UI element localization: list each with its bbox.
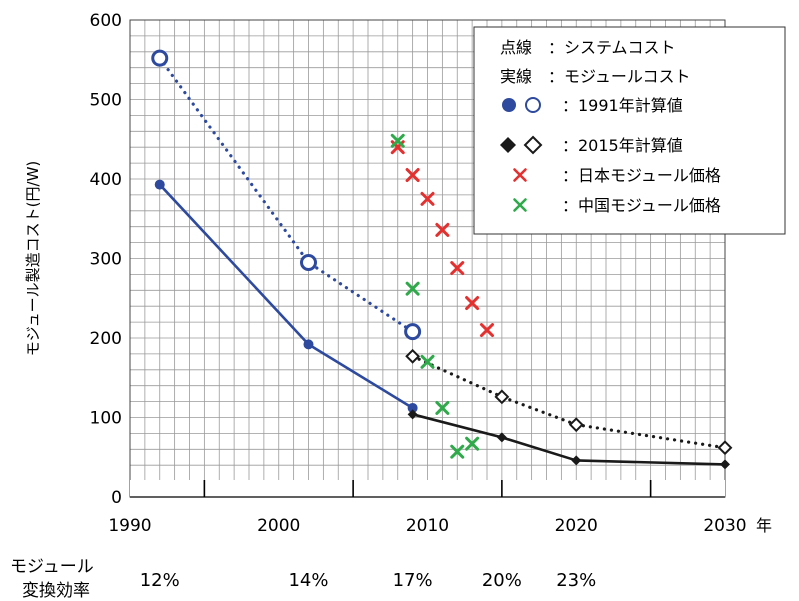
legend-symbol-red-x [513, 168, 527, 182]
series-china-price [390, 133, 480, 459]
data-point-filled-diamond [496, 432, 507, 443]
legend-label: 点線 ：システムコスト [500, 38, 676, 57]
data-point-filled-circle [407, 402, 418, 413]
data-point-x [435, 222, 450, 237]
y-tick-label: 100 [90, 409, 122, 429]
series-line [158, 183, 414, 410]
data-point-filled-circle [154, 179, 165, 190]
x-tick-label: 2030 [703, 516, 746, 536]
data-point-x [480, 323, 494, 338]
legend-symbol-black-diamonds [500, 135, 543, 155]
x-tick-label: 2000 [257, 516, 300, 536]
series-s1991-system [151, 49, 422, 341]
y-tick-label: 500 [90, 91, 122, 111]
efficiency-value: 12% [140, 570, 180, 591]
data-point-x [420, 354, 435, 369]
y-tick-label: 0 [111, 488, 122, 508]
data-point-open-diamond [494, 389, 510, 405]
data-point-x [465, 436, 480, 451]
legend-x-marker [513, 198, 527, 212]
data-point-x [420, 191, 435, 206]
x-tick-label: 2010 [406, 516, 449, 536]
x-tick-label: 2020 [555, 516, 598, 536]
data-point-open-circle [151, 49, 169, 67]
efficiency-label-line1: モジュール [10, 557, 94, 577]
legend-filled-diamond [500, 137, 516, 153]
y-tick-label: 300 [90, 250, 122, 270]
data-point-filled-circle [303, 339, 314, 350]
y-tick-label: 600 [90, 11, 122, 31]
legend-label: ：日本モジュール価格 [562, 166, 721, 185]
efficiency-value: 17% [393, 570, 433, 591]
legend-x-marker [513, 168, 527, 182]
legend-symbol-blue-circles [502, 97, 541, 113]
y-axis-label: モジュール製造コスト(円/W) [24, 161, 42, 357]
data-point-filled-diamond [407, 409, 418, 420]
data-point-open-circle [300, 253, 317, 271]
series-s1991-module [154, 179, 418, 413]
legend-open-circle [525, 97, 541, 113]
data-point-x [450, 444, 465, 459]
data-point-filled-diamond [720, 459, 730, 470]
data-point-x [390, 133, 405, 148]
series-line [411, 354, 727, 450]
efficiency-value: 14% [288, 570, 328, 591]
data-point-x [450, 261, 465, 276]
legend-symbol-green-x [513, 198, 527, 212]
y-tick-label: 400 [90, 170, 122, 190]
legend-label: ：2015年計算値 [562, 136, 683, 155]
legend-label: ：1991年計算値 [562, 96, 683, 115]
legend-label: 実線 ：モジュールコスト [500, 67, 691, 86]
x-axis-label: 年 [756, 516, 772, 535]
data-point-x [465, 296, 480, 311]
legend-filled-circle [502, 98, 516, 112]
efficiency-value: 23% [556, 570, 596, 591]
series-line [411, 413, 727, 466]
data-point-x [405, 168, 420, 183]
series-line [158, 56, 415, 334]
data-point-open-diamond [568, 417, 584, 433]
data-point-filled-diamond [571, 455, 582, 466]
legend-label: ：中国モジュール価格 [562, 196, 721, 215]
data-point-x [405, 281, 420, 296]
efficiency-value: 20% [482, 570, 522, 591]
y-tick-label: 200 [90, 329, 122, 349]
data-point-open-circle [404, 323, 422, 341]
data-point-x [435, 400, 450, 415]
data-point-open-diamond [717, 440, 733, 456]
series-s2015-module [407, 409, 730, 470]
axis-strip [130, 480, 725, 497]
series-s2015-system [405, 348, 733, 456]
efficiency-label-line2: 変換効率 [22, 581, 90, 601]
data-point-open-diamond [405, 348, 421, 364]
legend-open-diamond [523, 135, 543, 155]
x-tick-label: 1990 [108, 516, 151, 536]
